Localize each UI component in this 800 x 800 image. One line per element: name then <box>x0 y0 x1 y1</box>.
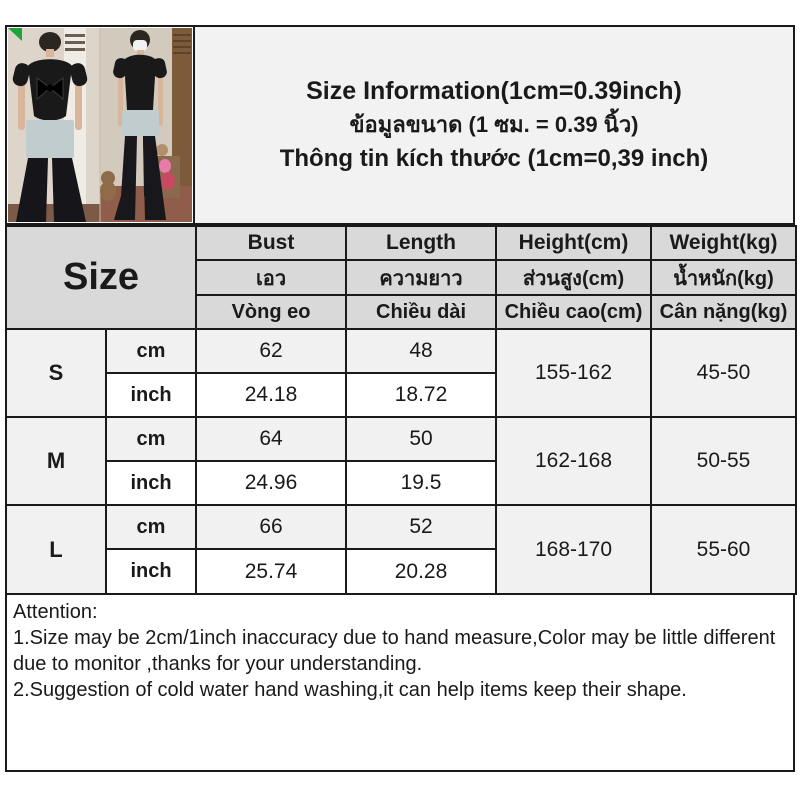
m-length-inch: 19.5 <box>345 460 498 506</box>
header-row-th: เอว ความยาว ส่วนสูง(cm) น้ำหนัก(kg) <box>6 259 798 296</box>
header-row-en: Size Bust Length Height(cm) Weight(kg) <box>4 225 798 330</box>
size-cell-l: L <box>5 504 107 595</box>
l-length-inch: 20.28 <box>345 548 498 595</box>
green-corner-marker-icon <box>8 28 22 41</box>
title-english: Size Information(1cm=0.39inch) <box>306 77 682 105</box>
m-bust-inch: 24.96 <box>195 460 348 506</box>
attention-note-2: 2.Suggestion of cold water hand washing,… <box>13 679 687 701</box>
size-cell-m: M <box>5 416 107 506</box>
attention-heading: Attention: <box>13 601 98 623</box>
col-header-weight-vi: Cân nặng(kg) <box>650 294 798 330</box>
s-length-cm: 48 <box>345 328 498 374</box>
size-header-cell: Size <box>4 225 198 330</box>
l-weight: 55-60 <box>650 504 798 595</box>
title-block: Size Information(1cm=0.39inch) ข้อมูลขนา… <box>195 25 795 225</box>
col-header-length: Length <box>345 225 498 261</box>
row-m-cm: M cm 64 50 162-168 50-55 <box>5 416 798 506</box>
s-weight: 45-50 <box>650 328 798 418</box>
unit-cm-l: cm <box>104 504 198 550</box>
l-bust-cm: 66 <box>195 504 348 550</box>
m-bust-cm: 64 <box>195 416 348 462</box>
title-thai: ข้อมูลขนาด (1 ซม. = 0.39 นิ้ว) <box>349 112 639 137</box>
col-header-bust: Bust <box>195 225 348 261</box>
col-header-height-th: ส่วนสูง(cm) <box>495 259 653 296</box>
attention-box: Attention: 1.Size may be 2cm/1inch inacc… <box>5 593 795 772</box>
col-header-bust-th: เอว <box>195 259 348 296</box>
unit-inch-m: inch <box>104 460 198 506</box>
l-bust-inch: 25.74 <box>195 548 348 595</box>
unit-inch-l: inch <box>104 548 198 595</box>
row-l-inch: inch 25.74 20.28 <box>6 548 796 595</box>
col-header-height-vi: Chiều cao(cm) <box>495 294 653 330</box>
s-height: 155-162 <box>495 328 653 418</box>
col-header-height: Height(cm) <box>495 225 653 261</box>
m-height: 162-168 <box>495 416 653 506</box>
product-photo-cell <box>5 25 195 225</box>
size-table: Size Bust Length Height(cm) Weight(kg) เ… <box>4 225 798 595</box>
col-header-length-th: ความยาว <box>345 259 498 296</box>
unit-cm-s: cm <box>104 328 198 374</box>
col-header-length-vi: Chiều dài <box>345 294 498 330</box>
s-bust-cm: 62 <box>195 328 348 374</box>
m-weight: 50-55 <box>650 416 798 506</box>
size-cell-s: S <box>5 328 107 418</box>
row-s-inch: inch 24.18 18.72 <box>6 372 796 418</box>
row-m-inch: inch 24.96 19.5 <box>6 460 796 506</box>
title-vietnamese: Thông tin kích thước (1cm=0,39 inch) <box>279 145 709 172</box>
unit-cm-m: cm <box>104 416 198 462</box>
m-length-cm: 50 <box>345 416 498 462</box>
l-length-cm: 52 <box>345 504 498 550</box>
product-photo <box>8 28 192 222</box>
row-l-cm: L cm 66 52 168-170 55-60 <box>5 504 798 595</box>
s-length-inch: 18.72 <box>345 372 498 418</box>
row-s-cm: S cm 62 48 155-162 45-50 <box>5 328 798 418</box>
col-header-weight: Weight(kg) <box>650 225 798 261</box>
attention-note-1: 1.Size may be 2cm/1inch inaccuracy due t… <box>13 627 776 675</box>
s-bust-inch: 24.18 <box>195 372 348 418</box>
header-row-vi: Vòng eo Chiều dài Chiều cao(cm) Cân nặng… <box>6 294 798 330</box>
col-header-bust-vi: Vòng eo <box>195 294 348 330</box>
col-header-weight-th: น้ำหนัก(kg) <box>650 259 798 296</box>
unit-inch-s: inch <box>104 372 198 418</box>
l-height: 168-170 <box>495 504 653 595</box>
